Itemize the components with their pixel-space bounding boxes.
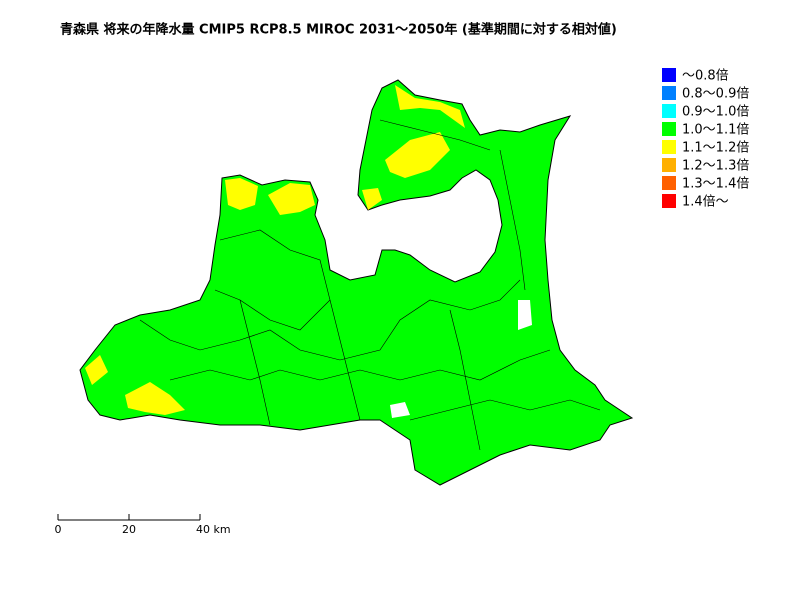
holes bbox=[390, 300, 532, 418]
legend-label: 1.3～1.4倍 bbox=[682, 177, 749, 192]
legend-swatch bbox=[662, 176, 676, 190]
scale-bar: 0 20 40 km bbox=[55, 514, 231, 536]
legend-swatch bbox=[662, 140, 676, 154]
legend-label: ～0.8倍 bbox=[682, 69, 729, 84]
scale-label: 20 bbox=[122, 523, 136, 536]
legend-label: 0.8～0.9倍 bbox=[682, 87, 749, 102]
legend-label: 1.0～1.1倍 bbox=[682, 123, 749, 138]
legend-label: 1.4倍～ bbox=[682, 195, 729, 210]
map-title: 青森県 将来の年降水量 CMIP5 RCP8.5 MIROC 2031～2050… bbox=[60, 22, 617, 38]
legend-swatch bbox=[662, 158, 676, 172]
legend-swatch bbox=[662, 122, 676, 136]
map bbox=[79, 79, 634, 486]
scale-label: 40 km bbox=[196, 523, 231, 536]
legend-swatch bbox=[662, 194, 676, 208]
legend-swatch bbox=[662, 86, 676, 100]
legend-swatch bbox=[662, 68, 676, 82]
legend-label: 1.2～1.3倍 bbox=[682, 159, 749, 174]
legend: ～0.8倍 0.8～0.9倍 0.9～1.0倍 1.0～1.1倍 1.1～1.2倍 1.2… bbox=[662, 68, 749, 210]
legend-label: 0.9～1.0倍 bbox=[682, 105, 749, 120]
prefecture-area bbox=[79, 79, 634, 486]
yellow-areas bbox=[85, 85, 465, 415]
scale-label: 0 bbox=[55, 523, 62, 536]
municipal-borders bbox=[139, 119, 601, 451]
legend-label: 1.1～1.2倍 bbox=[682, 141, 749, 156]
legend-swatch bbox=[662, 104, 676, 118]
